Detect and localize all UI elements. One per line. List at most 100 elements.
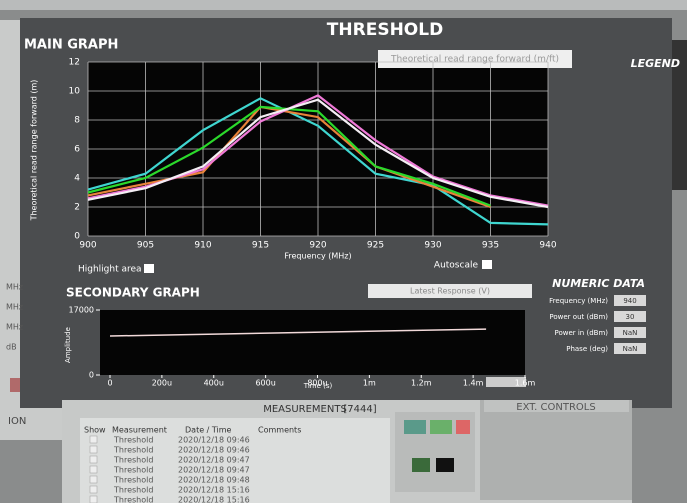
plot-selector[interactable] (368, 284, 532, 298)
table-body (80, 418, 390, 503)
table-cell: 2020/12/18 09:48 (178, 476, 250, 485)
graph-title: SECONDARY GRAPH (66, 286, 200, 300)
y-tick-label: 0 (74, 232, 80, 242)
x-tick-label: 1.6m (515, 379, 536, 388)
column-header: Date / Time (185, 426, 232, 435)
column-header: Measurement (112, 426, 167, 435)
x-tick-label: 925 (367, 241, 384, 251)
y-tick-label: 17000 (69, 306, 94, 315)
tool-button[interactable] (456, 420, 470, 434)
field-box (614, 295, 646, 306)
table-cell: 2020/12/18 15:16 (178, 486, 250, 495)
y-tick-label: 0 (89, 371, 94, 380)
show-checkbox[interactable] (89, 495, 98, 503)
left-section: ION (8, 416, 26, 427)
tool-button[interactable] (404, 420, 426, 434)
field-label: Phase (deg) (566, 345, 608, 353)
autoscale-checkbox[interactable] (482, 260, 492, 269)
table-cell: Threshold (113, 486, 153, 495)
x-tick-label: 910 (194, 241, 211, 251)
x-tick-label: 920 (309, 241, 326, 251)
ext-controls-panel (480, 400, 632, 500)
highlight-label: Highlight area (78, 265, 142, 275)
measurements-count: [7444] (343, 404, 376, 415)
x-tick-label: 905 (137, 241, 154, 251)
table-cell: 2020/12/18 09:47 (178, 456, 250, 465)
table-cell: Threshold (113, 446, 153, 455)
secondary-plot-area (100, 310, 525, 375)
table-cell: 2020/12/18 15:16 (178, 496, 250, 503)
show-checkbox[interactable] (89, 445, 98, 454)
x-tick-label: 935 (482, 241, 499, 251)
x-tick-label: 915 (252, 241, 269, 251)
field-label: Power in (dBm) (554, 329, 608, 337)
y-tick-label: 6 (74, 145, 80, 155)
y-tick-label: 8 (74, 116, 80, 126)
data-line (87, 97, 549, 226)
x-tick-label: 0 (107, 379, 112, 388)
numeric-title: NUMERIC DATA (552, 277, 645, 290)
x-tick-label: 1.4m (463, 379, 484, 388)
highlight-checkbox[interactable] (144, 264, 154, 273)
show-checkbox[interactable] (89, 435, 98, 444)
x-tick-label: 400u (204, 379, 224, 388)
table-cell: Threshold (113, 456, 153, 465)
field-box (614, 311, 646, 322)
graph-tools[interactable] (486, 377, 526, 387)
show-checkbox[interactable] (89, 465, 98, 474)
x-tick-label: 1m (363, 379, 376, 388)
field-value: 940 (623, 297, 636, 305)
y-tick-label: 12 (69, 58, 80, 68)
table-cell: Threshold (113, 476, 153, 485)
tool-button[interactable] (436, 458, 454, 472)
graph-title: MAIN GRAPH (24, 38, 118, 53)
measurements-title: MEASUREMENTS (263, 404, 347, 415)
field-box (614, 343, 646, 354)
page-title: THRESHOLD (327, 20, 443, 40)
table-cell: 2020/12/18 09:46 (178, 446, 250, 455)
table-cell: Threshold (113, 496, 153, 503)
x-axis-label: Time (s) (303, 382, 333, 390)
unit-label: MHz (6, 323, 23, 332)
field-box (614, 327, 646, 338)
field-value: NaN (623, 345, 638, 353)
x-tick-label: 930 (424, 241, 441, 251)
field-value: 30 (626, 313, 635, 321)
x-tick-label: 1.2m (411, 379, 432, 388)
selector-text: Latest Response (V) (410, 287, 490, 296)
field-label: Power out (dBm) (549, 313, 608, 321)
x-tick-label: 940 (539, 241, 556, 251)
show-checkbox[interactable] (89, 485, 98, 494)
unit-label: MHz (6, 283, 23, 292)
y-tick-label: 10 (69, 87, 81, 97)
data-line (87, 105, 491, 209)
y-axis-label: Amplitude (64, 327, 72, 363)
ext-controls-header (484, 400, 629, 412)
column-header: Comments (258, 426, 301, 435)
show-checkbox[interactable] (89, 475, 98, 484)
tool-button[interactable] (430, 420, 452, 434)
field-value: NaN (623, 329, 638, 337)
y-axis-label: Theoretical read range forward (m) (30, 80, 39, 222)
column-header: Show (84, 426, 106, 435)
x-tick-label: 200u (152, 379, 172, 388)
x-tick-label: 800u (307, 379, 327, 388)
table-cell: 2020/12/18 09:47 (178, 466, 250, 475)
autoscale-label: Autoscale (434, 261, 479, 271)
data-line (87, 98, 549, 209)
selector-text: Theoretical read range forward (m/ft) (390, 55, 559, 65)
table-cell: Threshold (113, 436, 153, 445)
x-tick-label: 900 (79, 241, 96, 251)
tool-button[interactable] (412, 458, 430, 472)
plot-selector[interactable] (378, 50, 572, 68)
x-tick-label: 600u (255, 379, 275, 388)
show-checkbox[interactable] (89, 455, 98, 464)
table-cell: 2020/12/18 09:46 (178, 436, 250, 445)
ext-controls-title: EXT. CONTROLS (516, 402, 595, 413)
legend-title: LEGEND (631, 57, 680, 70)
x-axis-label: Frequency (MHz) (284, 252, 351, 261)
top-bezel (0, 0, 687, 10)
unit-label: MHz (6, 303, 23, 312)
